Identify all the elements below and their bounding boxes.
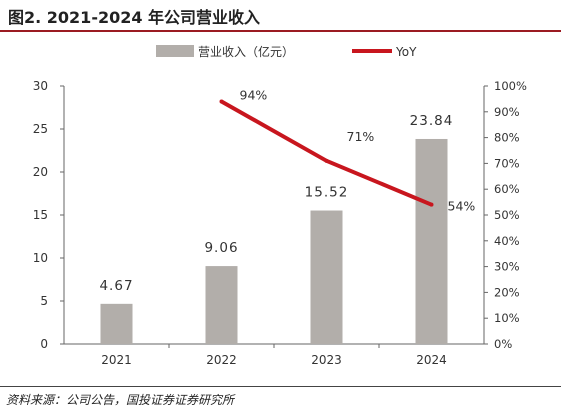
chart-title: 图2. 2021-2024 年公司营业收入 <box>8 8 261 27</box>
line-point-yoy <box>324 158 329 163</box>
bar-data-label: 9.06 <box>204 240 238 256</box>
line-data-label: 71% <box>347 129 375 144</box>
y-right-tick-label: 20% <box>494 285 520 299</box>
y-right-tick-label: 60% <box>494 182 520 196</box>
bar-revenue <box>310 210 343 344</box>
y-right-tick-label: 70% <box>494 156 520 170</box>
title-divider <box>0 30 561 32</box>
y-right-tick-label: 40% <box>494 234 520 248</box>
y-left-tick-label: 5 <box>40 294 48 308</box>
footer-divider <box>0 386 561 387</box>
y-left-tick-label: 0 <box>40 337 48 351</box>
bar-revenue <box>100 303 133 344</box>
y-right-tick-label: 30% <box>494 260 520 274</box>
legend-swatch-revenue <box>156 45 194 57</box>
x-tick-label: 2021 <box>101 353 132 367</box>
bar-data-label: 23.84 <box>410 113 454 129</box>
line-data-label: 94% <box>240 87 268 102</box>
y-right-tick-label: 80% <box>494 131 520 145</box>
y-right-tick-label: 90% <box>494 105 520 119</box>
legend-label-yoy: YoY <box>395 45 417 59</box>
y-right-tick-label: 0% <box>494 337 512 351</box>
x-tick-label: 2022 <box>206 353 237 367</box>
y-right-tick-label: 50% <box>494 208 520 222</box>
y-left-tick-label: 10 <box>33 251 48 265</box>
line-data-label: 54% <box>448 199 476 214</box>
y-right-tick-label: 100% <box>494 79 527 93</box>
source-note: 资料来源：公司公告，国投证券证券研究所 <box>6 393 235 407</box>
bar-data-label: 4.67 <box>99 278 133 294</box>
y-left-tick-label: 20 <box>33 165 48 179</box>
y-left-tick-label: 15 <box>33 208 48 222</box>
line-point-yoy <box>219 99 224 104</box>
y-right-tick-label: 10% <box>494 311 520 325</box>
x-tick-label: 2024 <box>416 353 447 367</box>
line-point-yoy <box>429 202 434 207</box>
bar-revenue <box>415 138 448 344</box>
x-tick-label: 2023 <box>311 353 342 367</box>
bar-revenue <box>205 266 238 344</box>
y-left-tick-label: 25 <box>33 122 48 136</box>
legend-label-revenue: 营业收入（亿元） <box>198 44 294 59</box>
y-left-tick-label: 30 <box>33 79 48 93</box>
bar-data-label: 15.52 <box>305 185 349 201</box>
